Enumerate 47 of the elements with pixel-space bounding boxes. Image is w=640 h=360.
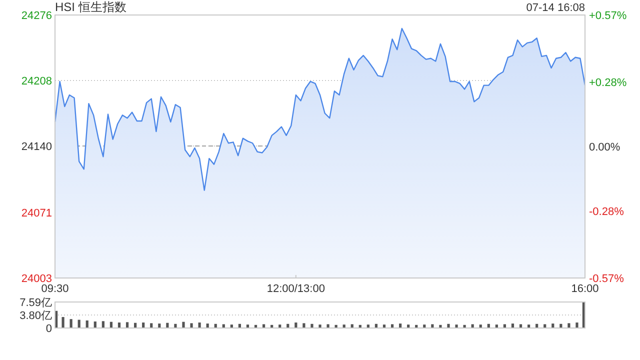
x-tick-label: 16:00 (571, 283, 599, 295)
bar (70, 319, 72, 328)
bar (447, 324, 450, 328)
y2-tick-label: 0.00% (589, 142, 620, 154)
bar (568, 323, 570, 328)
bar (182, 322, 185, 328)
bar (150, 323, 153, 328)
y-tick-label: 24071 (21, 207, 52, 220)
y2-tick-label: -0.57% (589, 273, 624, 285)
bar (190, 323, 193, 328)
chart-title: HSI 恒生指数 (55, 0, 126, 14)
y-tick-label: 0 (46, 323, 52, 335)
bar (439, 324, 442, 328)
bar (431, 324, 434, 328)
bar (390, 324, 394, 328)
bar (519, 324, 522, 328)
y2-tick-label: -0.28% (589, 206, 624, 218)
bar (471, 324, 474, 328)
bar (463, 324, 466, 328)
bar (86, 320, 88, 328)
bar (350, 324, 354, 328)
y-tick-label: 3.80亿 (20, 310, 52, 322)
x-tick-label: 09:30 (41, 283, 69, 295)
y-tick-label: 24276 (21, 10, 52, 22)
bar (262, 324, 266, 328)
bar (126, 322, 129, 328)
y-tick-label: 24208 (21, 76, 52, 88)
y-tick-label: 7.59亿 (20, 297, 52, 309)
chart-subtitle: 07-14 16:08 (526, 2, 585, 14)
bar (302, 323, 306, 328)
bar (222, 324, 225, 328)
bar (576, 322, 578, 328)
y-tick-label: 24140 (21, 141, 52, 154)
y2-tick-label: +0.28% (589, 76, 627, 89)
bar (318, 324, 322, 328)
bar (198, 322, 201, 328)
bar (174, 324, 177, 328)
bar (544, 324, 546, 328)
bar (102, 321, 104, 328)
bar (62, 317, 64, 328)
bar (455, 324, 458, 328)
bar (310, 324, 314, 328)
x-tick-label: 12:00/13:00 (266, 283, 325, 295)
bar (326, 324, 330, 328)
y2-tick-label: +0.57% (589, 10, 627, 22)
y-tick-label: 24003 (21, 273, 52, 285)
bar (503, 324, 506, 328)
